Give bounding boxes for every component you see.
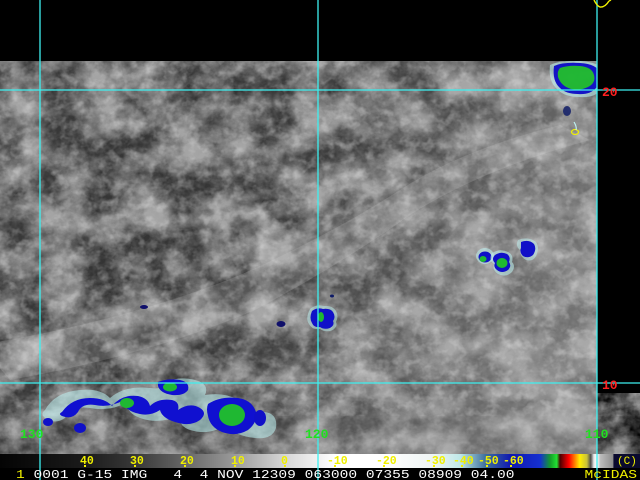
svg-text:20: 20: [602, 85, 618, 100]
svg-text:-60: -60: [503, 455, 524, 468]
svg-text:-40: -40: [453, 455, 474, 468]
svg-text:20: 20: [180, 455, 194, 468]
svg-text:30: 30: [130, 455, 144, 468]
svg-text:40: 40: [80, 455, 94, 468]
svg-text:-10: -10: [327, 455, 348, 468]
svg-text:(C): (C): [617, 456, 637, 468]
svg-text:-20: -20: [376, 455, 397, 468]
svg-text:130: 130: [20, 427, 44, 442]
svg-text:10: 10: [231, 455, 245, 468]
svg-text:10: 10: [602, 378, 618, 393]
svg-text:120: 120: [305, 427, 329, 442]
svg-text:110: 110: [585, 427, 609, 442]
svg-text:1 0001 G-15 IMG 4 4 NOV 123: 1 0001 G-15 IMG 4 4 NOV 12309 063000 073…: [16, 469, 637, 480]
svg-text:-50: -50: [478, 455, 499, 468]
svg-text:-30: -30: [425, 455, 446, 468]
